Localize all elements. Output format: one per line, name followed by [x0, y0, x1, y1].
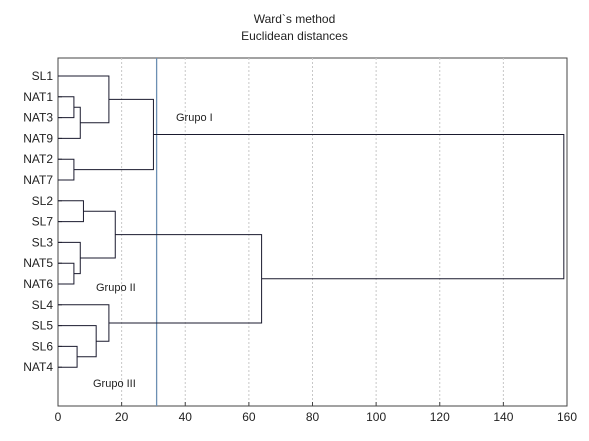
dendrogram-link [58, 241, 81, 275]
dendrogram-links [58, 75, 565, 368]
dendrogram-link [58, 304, 110, 342]
dendrogram-link [153, 134, 565, 280]
x-tick-label: 140 [493, 410, 513, 424]
group-label-1: Grupo I [176, 112, 213, 124]
leaf-label: NAT2 [23, 152, 53, 166]
leaf-label: NAT4 [23, 360, 53, 374]
dendrogram-link [80, 210, 116, 259]
dendrogram-link [58, 345, 78, 368]
grid-lines [121, 58, 504, 406]
leaf-label: SL4 [32, 298, 54, 312]
leaf-label: SL6 [32, 339, 54, 353]
dendrogram-link [58, 200, 84, 223]
x-tick-label: 120 [430, 410, 450, 424]
x-tick-label: 100 [366, 410, 386, 424]
x-tick-label: 20 [115, 410, 129, 424]
x-tick-label: 0 [55, 410, 62, 424]
dendrogram-link [58, 262, 75, 285]
x-tick-label: 40 [179, 410, 193, 424]
leaf-label: NAT1 [23, 90, 53, 104]
x-tick-label: 160 [557, 410, 577, 424]
leaf-label: NAT5 [23, 256, 53, 270]
y-axis: SL1 NAT1 NAT3 NAT9 NAT2 NAT7 SL2 SL7 SL3 NAT5 NAT6… [23, 69, 62, 374]
leaf-label: SL3 [32, 235, 54, 249]
leaf-label: SL7 [32, 215, 54, 229]
leaf-label: NAT9 [23, 131, 53, 145]
chart-subtitle: Euclidean distances [241, 29, 348, 43]
dendrogram-link [58, 158, 75, 181]
x-axis: 0 20 40 60 80 100 120 140 160 [55, 402, 577, 424]
dendrogram-link [58, 75, 110, 124]
leaf-label: SL2 [32, 194, 54, 208]
group-label-3: Grupo III [93, 378, 136, 390]
dendrogram-link [58, 106, 81, 139]
leaf-label: SL5 [32, 319, 54, 333]
dendrogram-link [73, 98, 154, 171]
x-tick-label: 80 [306, 410, 320, 424]
leaf-label: NAT3 [23, 111, 53, 125]
leaf-label: NAT6 [23, 277, 53, 291]
dendrogram-link [58, 96, 75, 119]
group-label-2: Grupo II [96, 282, 136, 294]
x-tick-label: 60 [242, 410, 256, 424]
leaf-label: NAT7 [23, 173, 53, 187]
chart-title: Ward`s method [253, 12, 336, 26]
leaf-label: SL1 [32, 69, 54, 83]
